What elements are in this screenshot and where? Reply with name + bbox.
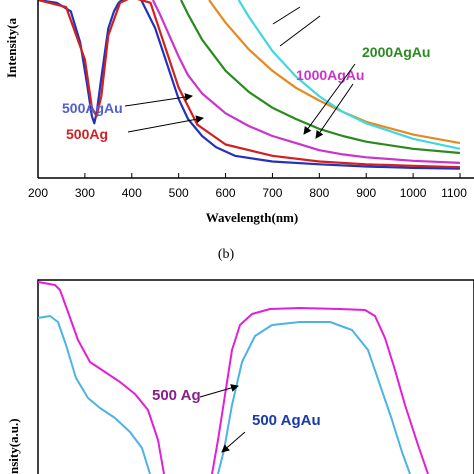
- series-line-500ag: [38, 0, 461, 169]
- series-group-bottom: [38, 281, 429, 474]
- x-tick-label-500: 500: [169, 186, 189, 200]
- arrow-500-agau: [221, 431, 246, 453]
- x-tick-label-400: 400: [122, 186, 142, 200]
- y-axis-label-top: Intensity(a: [4, 18, 19, 78]
- panel-caption-b: (b): [218, 247, 235, 262]
- arrow-500agau: [124, 93, 193, 107]
- arrow-top-2: [279, 15, 321, 47]
- x-tick-label-1000: 1000: [400, 186, 427, 200]
- series-line-unlabeled-5: [237, 0, 461, 150]
- arrow-top-1: [272, 6, 301, 25]
- series-group-top: [38, 0, 461, 170]
- series-line-1000agau: [151, 0, 461, 164]
- series-line-500agau: [38, 0, 461, 170]
- arrow-1000agau: [315, 83, 354, 139]
- series-line-500-ag: [38, 281, 429, 474]
- x-tick-label-300: 300: [75, 186, 95, 200]
- x-ticks-top: 200 300 400 500 600 700 800 900 1000 1100: [28, 173, 467, 200]
- annotation-500-ag: 500 Ag: [152, 387, 201, 404]
- series-line-500-agau: [38, 315, 411, 474]
- x-tick-label-600: 600: [216, 186, 236, 200]
- arrow-2000agau: [303, 63, 356, 135]
- annotation-500agau: 500AgAu: [62, 100, 123, 116]
- annotation-2000agau: 2000AgAu: [362, 44, 430, 60]
- x-tick-label-900: 900: [356, 186, 376, 200]
- frame-bottom: [37, 279, 474, 474]
- x-tick-label-800: 800: [309, 186, 329, 200]
- y-axis-label-bottom: nsity(a.u.): [6, 418, 21, 474]
- series-line-unlabeled-4: [208, 0, 461, 145]
- annotation-500-agau: 500 AgAu: [252, 412, 321, 429]
- chart-bottom: nsity(a.u.) 500 Ag 500 AgAu: [6, 279, 474, 474]
- chart-top: 200 300 400 500 600 700 800 900 1000 1100 Wavelen…: [4, 0, 474, 225]
- x-tick-label-1100: 1100: [441, 186, 467, 200]
- arrow-500ag: [127, 115, 204, 133]
- annotation-1000agau: 1000AgAu: [296, 67, 364, 83]
- x-tick-label-700: 700: [262, 186, 282, 200]
- annotation-500ag: 500Ag: [66, 126, 108, 142]
- x-tick-label-200: 200: [28, 186, 48, 200]
- series-line-2000agau: [180, 0, 461, 155]
- arrow-500-ag: [199, 384, 239, 398]
- x-axis-label: Wavelength(nm): [206, 210, 298, 225]
